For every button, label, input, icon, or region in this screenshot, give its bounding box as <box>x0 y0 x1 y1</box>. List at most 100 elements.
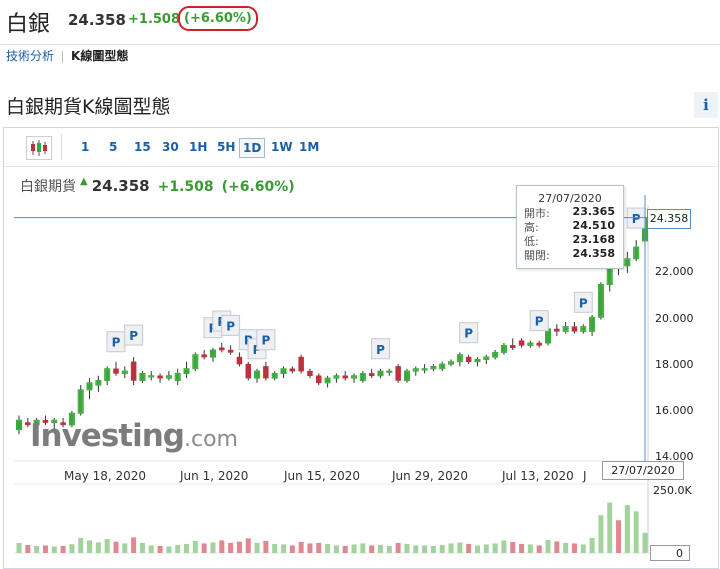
pattern-marker-label: P <box>376 343 385 357</box>
candle-body-fill <box>122 371 127 373</box>
candle-body-fill <box>360 373 365 380</box>
crosshair-date-label: 27/07/2020 <box>602 461 684 480</box>
pattern-marker-label: P <box>579 296 588 310</box>
pattern-marker[interactable]: P <box>370 338 390 360</box>
pattern-marker[interactable]: P <box>573 291 593 313</box>
volume-bar <box>272 543 278 553</box>
tooltip-row-low: 低: 23.168 <box>524 233 615 248</box>
volume-bar <box>474 545 480 553</box>
timeframe-1w[interactable]: 1W <box>271 140 293 154</box>
volume-bar <box>16 542 22 553</box>
candle-down <box>571 326 578 332</box>
pattern-marker[interactable]: P <box>106 331 126 353</box>
volume-bar <box>439 544 445 553</box>
timeframe-1d[interactable]: 1D <box>239 138 266 158</box>
timeframe-1[interactable]: 1 <box>81 140 90 154</box>
pattern-marker[interactable]: P <box>459 322 479 344</box>
volume-bar <box>42 545 48 553</box>
candle-down <box>219 347 225 351</box>
candle-body-fill <box>431 366 436 369</box>
x-tick-label: Jun 29, 2020 <box>392 469 469 483</box>
volume-bar <box>148 545 154 553</box>
candle-body-fill <box>546 329 551 343</box>
candle-down <box>368 373 375 377</box>
candlestick-type-icon[interactable] <box>26 136 52 160</box>
instrument-change: +1.508 <box>128 12 181 27</box>
candle-down <box>395 366 401 381</box>
volume-bar <box>254 542 260 553</box>
candle-body-fill <box>325 378 330 383</box>
candle-body-fill <box>96 380 101 385</box>
volume-bar <box>519 543 525 553</box>
up-arrow-icon: ▲ <box>80 176 88 187</box>
x-tick-label: May 18, 2020 <box>64 469 147 483</box>
instrument-name: 白銀 <box>6 12 51 37</box>
volume-bar <box>228 542 234 553</box>
info-icon[interactable]: i <box>694 92 718 118</box>
candle-down <box>536 342 542 346</box>
volume-bar <box>333 545 339 553</box>
candle-body-fill <box>52 420 57 423</box>
candle-body-fill <box>352 376 357 378</box>
y-tick-label: 18.000 <box>655 358 694 371</box>
pattern-marker[interactable]: P <box>221 314 241 336</box>
volume-bar <box>166 546 172 553</box>
volume-bar <box>236 541 242 553</box>
timeframe-5[interactable]: 5 <box>109 140 118 154</box>
volume-bar <box>184 543 190 553</box>
candle-body-fill <box>255 371 260 378</box>
volume-bar <box>545 539 551 553</box>
candle-body-fill <box>422 369 427 370</box>
pattern-marker[interactable]: P <box>256 329 276 351</box>
candle-down <box>157 375 163 379</box>
candle-body-fill <box>457 355 462 362</box>
candle-down <box>113 368 119 374</box>
chart-title: 白銀期貨 ▲ 24.358 +1.508 (+6.60%) <box>20 176 295 196</box>
pattern-marker-label: P <box>112 336 121 350</box>
candle-body-fill <box>34 420 39 425</box>
candle-body-fill <box>625 259 630 266</box>
volume-bar <box>633 511 639 553</box>
volume-bar <box>483 544 489 553</box>
candle-body-fill <box>449 362 454 364</box>
candle-down <box>60 422 66 426</box>
y-tick-label: 20.000 <box>655 312 694 325</box>
timeframe-1h[interactable]: 1H <box>189 140 208 154</box>
volume-bar <box>536 545 542 553</box>
volume-bar <box>351 544 357 553</box>
candle-down <box>518 340 525 346</box>
candle-body-fill <box>484 357 489 359</box>
volume-bar <box>369 545 375 553</box>
volume-bar <box>616 520 622 553</box>
volume-bar <box>192 540 198 553</box>
candle-body-fill <box>634 247 639 259</box>
volume-bar <box>377 544 383 553</box>
volume-bar <box>501 540 507 553</box>
candle-body-fill <box>87 383 92 390</box>
breadcrumb-current: K線圖型態 <box>71 49 129 63</box>
volume-bar <box>78 537 84 553</box>
pattern-marker[interactable]: P <box>529 310 549 332</box>
pattern-marker[interactable]: P <box>124 324 144 346</box>
timeframe-15[interactable]: 15 <box>134 140 151 154</box>
breadcrumb-technical-link[interactable]: 技術分析 <box>6 49 55 63</box>
candle-body-fill <box>387 371 392 373</box>
volume-bar <box>413 545 419 553</box>
candle-body-fill <box>404 371 409 380</box>
candle-body-fill <box>281 369 286 373</box>
volume-bar <box>395 542 401 553</box>
candle-body-fill <box>193 355 198 369</box>
tooltip-row-high: 高: 24.510 <box>524 219 615 234</box>
candle-body-fill <box>413 369 418 371</box>
candle-body-fill <box>272 373 277 378</box>
candle-body-fill <box>378 371 383 376</box>
timeframe-30[interactable]: 30 <box>162 140 179 154</box>
volume-bar <box>201 543 207 553</box>
candle-down <box>263 366 269 379</box>
timeframe-5h[interactable]: 5H <box>217 140 236 154</box>
candle-down <box>342 375 348 379</box>
volume-bar <box>448 543 454 553</box>
volume-bar <box>245 538 251 553</box>
timeframe-1m[interactable]: 1M <box>299 140 320 154</box>
volume-bar <box>598 515 604 553</box>
